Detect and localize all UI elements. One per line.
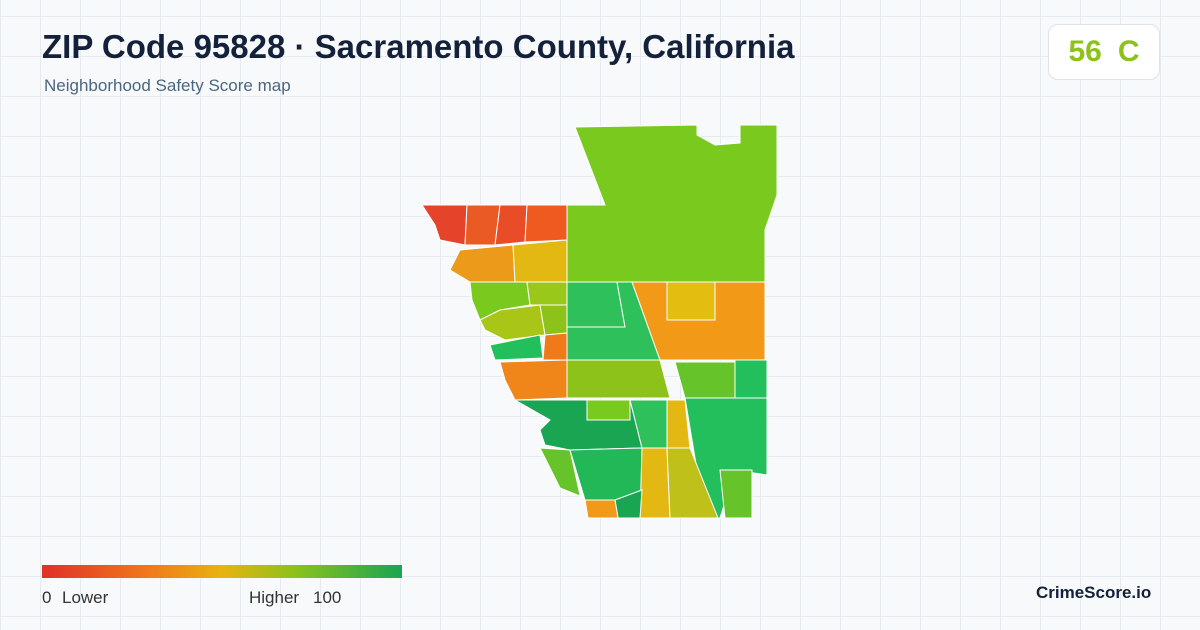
legend-max: 100 <box>313 588 342 607</box>
subtitle: Neighborhood Safety Score map <box>44 76 291 95</box>
region <box>586 399 631 421</box>
grade: C <box>1117 35 1140 68</box>
region <box>526 281 568 306</box>
legend-min: 0 <box>42 588 52 607</box>
region <box>512 239 568 283</box>
region <box>569 447 643 501</box>
brand: CrimeScore.io <box>1036 583 1152 602</box>
legend-gradient <box>42 565 402 578</box>
region <box>464 204 501 246</box>
region <box>566 359 671 399</box>
region <box>666 447 719 519</box>
score: 56 <box>1068 35 1102 68</box>
region <box>539 304 568 336</box>
region <box>566 281 626 328</box>
legend-max-label: Higher <box>249 588 300 607</box>
region <box>499 359 568 401</box>
region <box>542 332 568 361</box>
region <box>524 204 568 243</box>
region <box>639 447 671 519</box>
region <box>584 499 619 519</box>
title: ZIP Code 95828 · Sacramento County, Cali… <box>42 28 795 65</box>
region <box>449 244 516 283</box>
region <box>566 124 778 283</box>
region <box>666 281 716 321</box>
region <box>719 469 753 519</box>
region <box>734 359 768 399</box>
score-badge: 56 C <box>1048 24 1160 80</box>
region <box>674 361 736 399</box>
region <box>494 204 528 246</box>
region <box>421 204 468 246</box>
legend-min-label: Lower <box>62 588 109 607</box>
